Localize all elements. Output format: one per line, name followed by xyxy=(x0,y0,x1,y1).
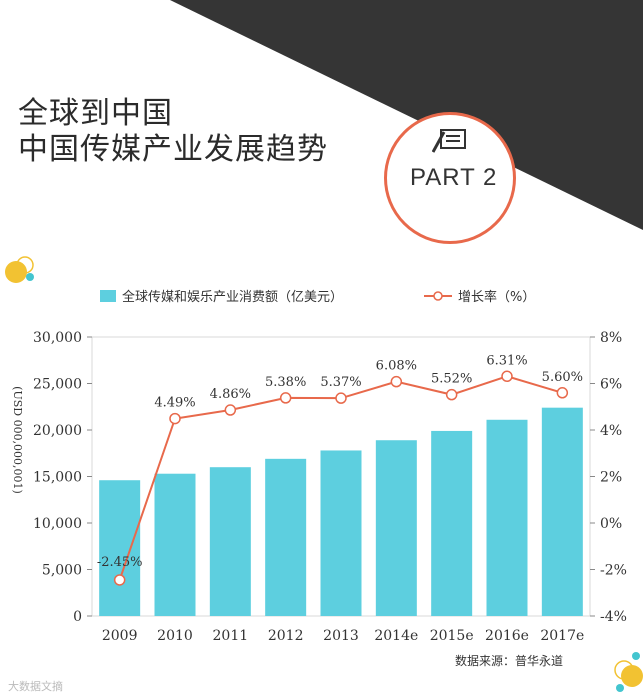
page-title-line1: 全球到中国 xyxy=(18,96,173,131)
x-tick-label: 2017e xyxy=(540,628,584,644)
bars xyxy=(99,407,583,616)
growth-data-label: 5.52% xyxy=(431,372,472,387)
bar xyxy=(99,480,141,616)
bar xyxy=(154,473,196,616)
y-tick-label: 10,000 xyxy=(33,516,82,532)
growth-data-label: 5.38% xyxy=(265,375,306,390)
growth-point xyxy=(556,387,569,399)
growth-data-label: 4.49% xyxy=(154,396,195,411)
y2-tick-label: 6% xyxy=(600,377,622,393)
bar xyxy=(541,407,583,616)
growth-data-label: -2.45% xyxy=(97,555,143,570)
y2-tick-label: 4% xyxy=(600,423,622,439)
x-tick-label: 2014e xyxy=(374,628,418,644)
y2-tick-label: 2% xyxy=(600,470,622,486)
growth-point xyxy=(113,574,126,586)
x-tick-label: 2009 xyxy=(102,628,138,644)
y-tick-label: 0 xyxy=(73,609,82,625)
y-tick-label: 30,000 xyxy=(33,330,82,346)
bar xyxy=(375,440,417,616)
axes: 0 5,000 10,000 15,000 20,000 25,000 30,000 -4% -… xyxy=(33,330,627,644)
legend-bar-label: 全球传媒和娱乐产业消费额（亿美元） xyxy=(122,289,343,305)
growth-point xyxy=(445,388,458,401)
growth-data-label: 4.86% xyxy=(210,387,251,402)
y2-tick-label: 8% xyxy=(600,330,622,346)
growth-point xyxy=(390,375,403,388)
page-title-line2: 中国传媒产业发展趋势 xyxy=(18,132,328,167)
bar xyxy=(486,419,528,616)
x-tick-label: 2012 xyxy=(268,628,304,644)
growth-point xyxy=(224,404,237,416)
growth-point xyxy=(279,392,292,404)
y2-tick-label: -2% xyxy=(600,563,627,579)
legend-bar-swatch xyxy=(100,290,116,302)
growth-data-label: 6.08% xyxy=(376,359,417,374)
growth-data-label: 5.37% xyxy=(320,375,361,390)
data-source: 数据来源：普华永道 xyxy=(455,654,564,668)
growth-point xyxy=(335,392,347,404)
part-label: PART 2 xyxy=(410,164,498,191)
y2-tick-label: -4% xyxy=(600,609,627,625)
dark-diagonal-banner xyxy=(170,0,643,230)
growth-point xyxy=(169,412,181,425)
growth-point xyxy=(501,370,513,383)
decor-dots-left xyxy=(5,256,34,283)
legend: 全球传媒和娱乐产业消费额（亿美元） 增长率（%） xyxy=(100,289,535,305)
x-tick-label: 2010 xyxy=(157,628,193,644)
bar xyxy=(209,467,251,616)
x-tick-label: 2015e xyxy=(430,628,474,644)
y-tick-label: 20,000 xyxy=(33,423,82,439)
growth-data-label: 6.31% xyxy=(486,353,527,368)
y-axis-title: (USD 000,000,001) xyxy=(11,386,24,494)
bar xyxy=(265,458,307,616)
x-tick-label: 2011 xyxy=(213,628,249,644)
chart: 全球传媒和娱乐产业消费额（亿美元） 增长率（%） 0 5,000 10,000 15,… xyxy=(11,289,627,644)
document-pen-icon xyxy=(432,129,466,153)
legend-line-label: 增长率（%） xyxy=(458,289,535,305)
growth-line: -2.45% 4.49% 4.86% 5.38% 5.37% 6.08% 5.52% 6.31… xyxy=(97,353,583,586)
y-tick-label: 5,000 xyxy=(42,563,82,579)
x-tick-label: 2013 xyxy=(323,628,359,644)
y-tick-label: 25,000 xyxy=(33,377,82,393)
x-tick-label: 2016e xyxy=(485,628,529,644)
part-badge xyxy=(384,112,516,244)
bar xyxy=(320,450,362,616)
growth-data-label: 5.60% xyxy=(542,370,583,385)
bar xyxy=(431,430,473,616)
legend-line-marker xyxy=(433,291,443,301)
watermark: 大数据文摘 xyxy=(8,680,63,693)
header-banner xyxy=(170,0,643,230)
y-tick-label: 15,000 xyxy=(33,470,82,486)
decor-dots-right xyxy=(614,652,643,692)
y2-tick-label: 0% xyxy=(600,516,622,532)
